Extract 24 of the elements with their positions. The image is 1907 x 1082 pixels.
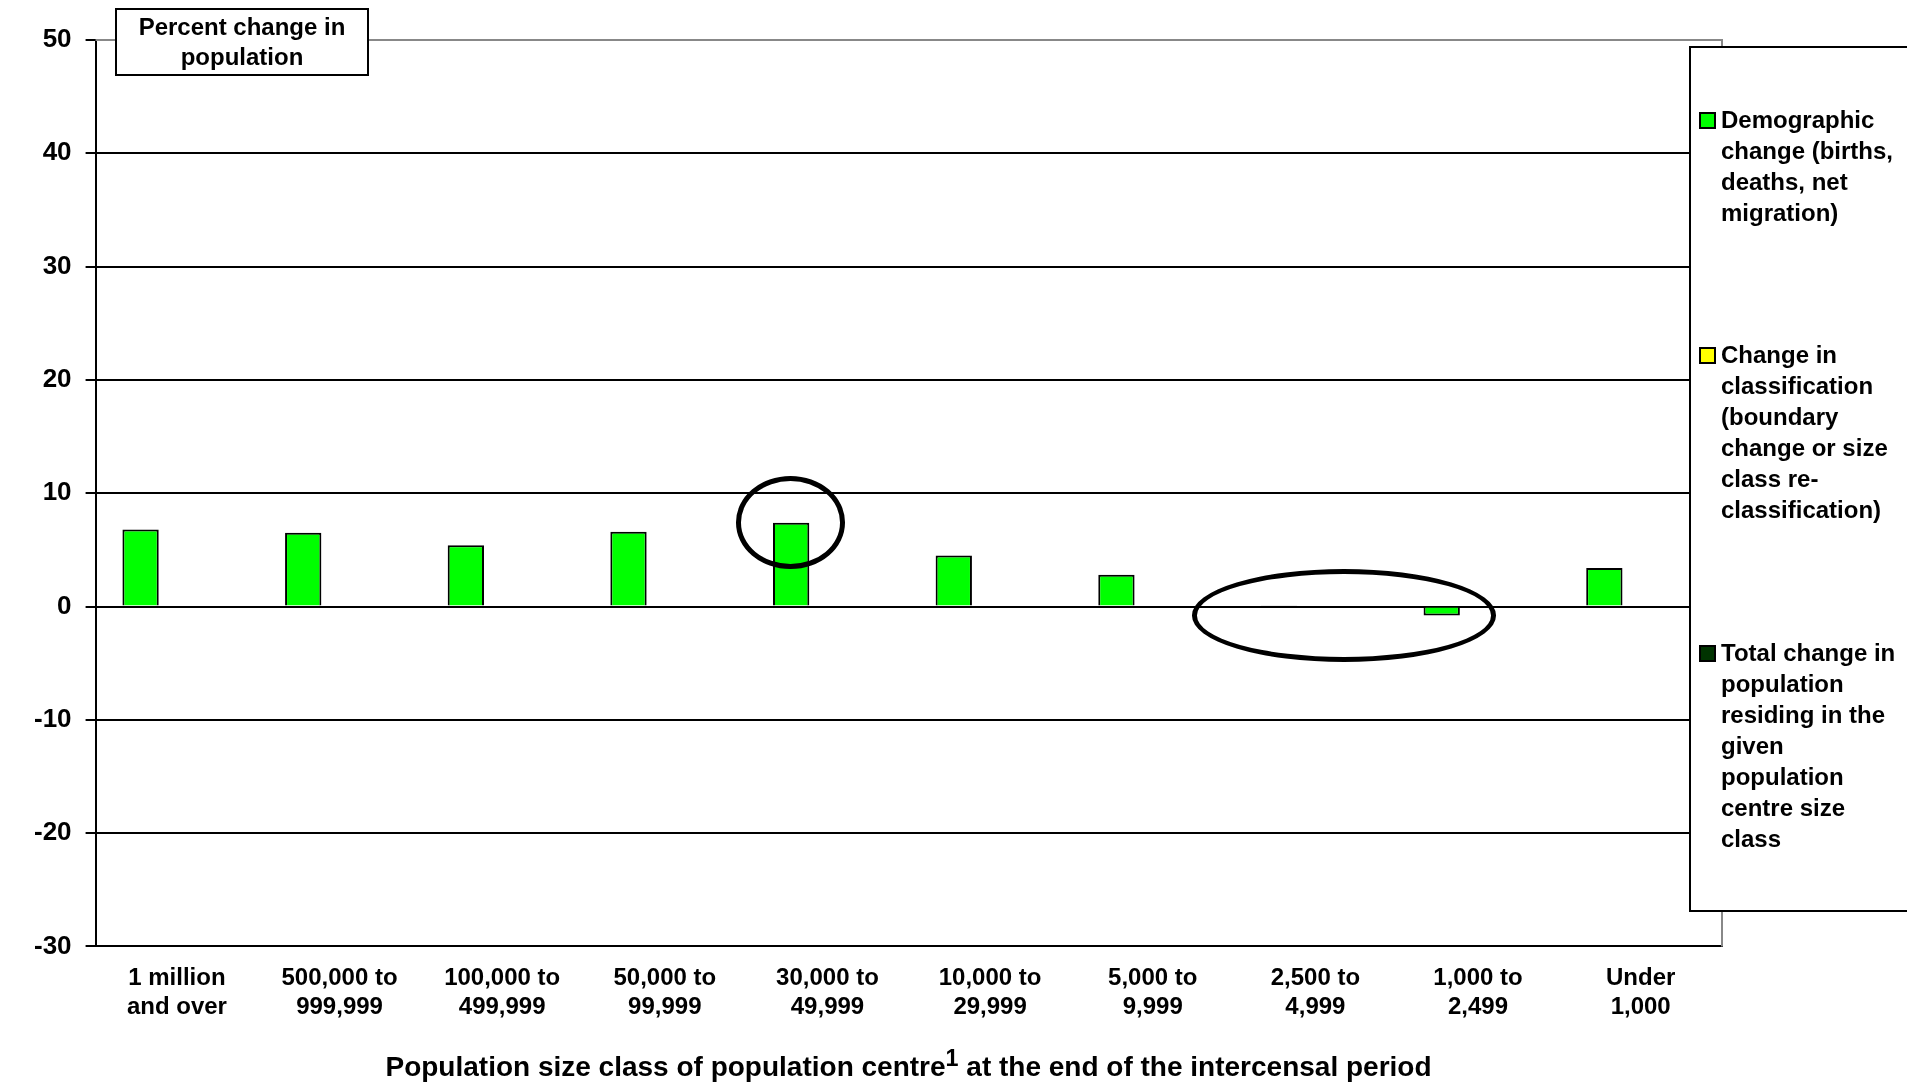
y-tick-label: -20 xyxy=(34,816,72,847)
y-tick-label: 0 xyxy=(57,589,72,620)
y-tick-label: -30 xyxy=(34,929,72,960)
x-tick-label: 5,000 to 9,999 xyxy=(1108,963,1198,1020)
y-tick-label: 10 xyxy=(42,476,72,507)
legend-label: Total change in population residing in the given population centre size class xyxy=(1721,638,1897,855)
x-tick-label: 30,000 to 49,999 xyxy=(776,963,879,1020)
x-tick-label: 100,000 to 499,999 xyxy=(444,963,561,1020)
y-axis-title: Percent change in population xyxy=(115,8,369,76)
x-tick-label: 500,000 to 999,999 xyxy=(281,963,398,1020)
x-tick-label: 1,000 to 2,499 xyxy=(1433,963,1523,1020)
y-tick-label: 50 xyxy=(42,23,72,54)
y-tick-label: -10 xyxy=(34,702,72,733)
y-tick-label: 20 xyxy=(42,363,72,394)
x-tick-label: 10,000 to 29,999 xyxy=(938,963,1042,1020)
x-tick-label: 50,000 to 99,999 xyxy=(613,963,717,1020)
legend-label: Change in classification (boundary change or size class re-classification) xyxy=(1721,340,1889,526)
legend-label: Demographic change (births, deaths, net migration) xyxy=(1721,104,1895,228)
x-tick-label: Under 1,000 xyxy=(1606,963,1676,1020)
x-tick-label: 1 million and over xyxy=(126,963,227,1020)
x-axis-title: Population size class of population centre$^{1}$ at the end of the intercensal period xyxy=(384,1045,1433,1082)
y-tick-label: 30 xyxy=(42,249,72,280)
y-tick-label: 40 xyxy=(42,136,72,167)
x-tick-label: 2,500 to 4,999 xyxy=(1270,963,1361,1020)
